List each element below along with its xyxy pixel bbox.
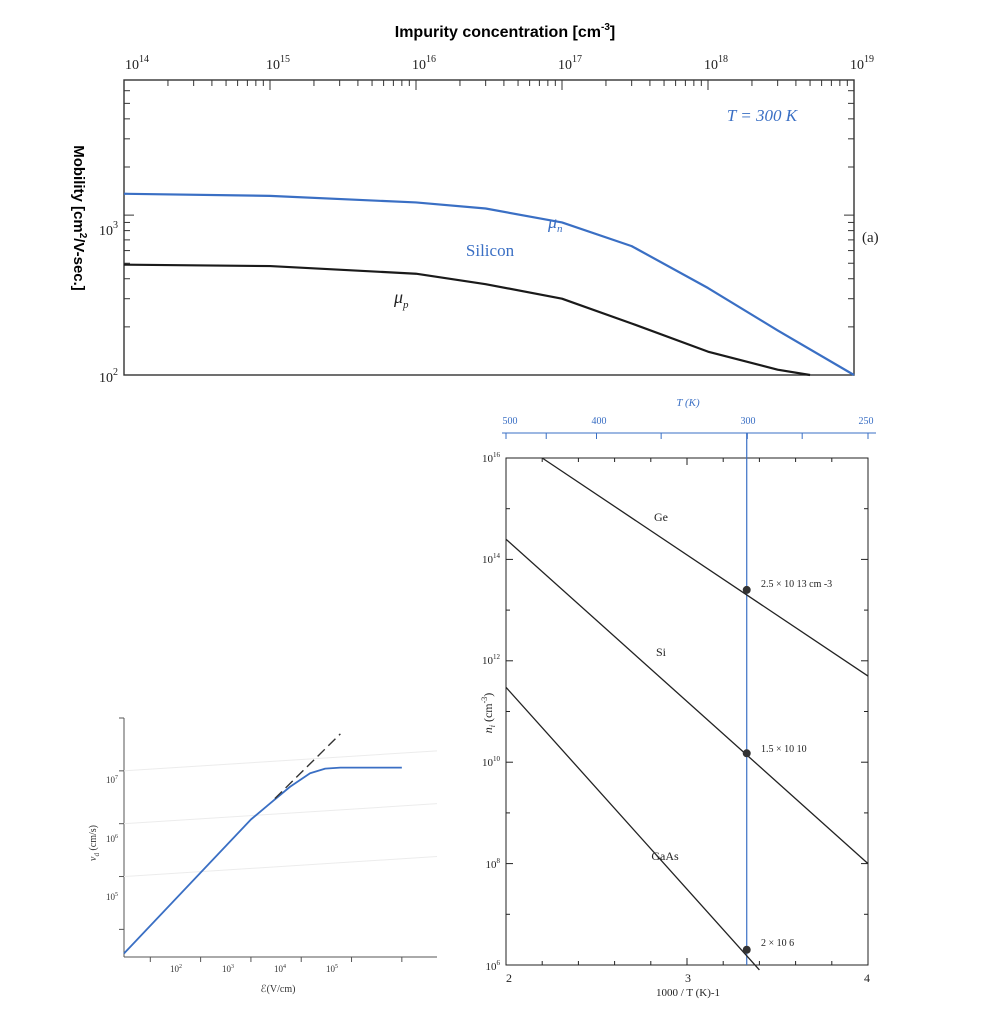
vd-x-tick-1e5: 105 — [326, 964, 338, 974]
mu-n-label: μn — [547, 212, 563, 235]
ni-tick-1e6: 106 — [486, 959, 501, 973]
temp-tick-500: 500 — [503, 416, 518, 427]
mobility-x-tick-labels: 1014 1015 1016 1017 1018 1019 — [125, 54, 874, 73]
ni-x-tick-3: 3 — [685, 971, 691, 985]
mu-p-curve — [123, 263, 811, 377]
vd-faint-grid — [123, 750, 438, 878]
ge-300k-point — [742, 585, 751, 594]
ni-y-axis-title: ni (cm-3) — [480, 693, 497, 734]
vd-grid-line — [123, 750, 438, 772]
vd-tick-1e6: 106 — [106, 834, 118, 844]
mobility-chart: Impurity concentration [cm-3] Mobility [… — [70, 22, 879, 386]
vd-x-tick-1e4: 104 — [274, 964, 286, 974]
ni-x-tick-2: 2 — [506, 971, 512, 985]
mobility-plot-frame — [123, 79, 855, 376]
vd-grid-line — [123, 856, 438, 878]
ni-tick-marks — [505, 457, 869, 966]
temp-tick-300: 300 — [741, 416, 756, 427]
ni-x-tick-4: 4 — [864, 971, 870, 985]
si-300k-point — [742, 749, 751, 758]
vd-x-tick-1e2: 102 — [170, 964, 182, 974]
mu-n-curve — [123, 192, 855, 376]
y-tick-label-1e2: 102 — [99, 367, 118, 386]
x-tick-label-1e18: 1018 — [704, 54, 728, 73]
ni-tick-1e12: 1012 — [482, 653, 501, 667]
vd-x-tick-1e3: 103 — [222, 964, 234, 974]
temperature-tick-labels: 500 400 300 250 — [503, 416, 874, 427]
vd-grid-line — [123, 803, 438, 825]
x-tick-label-1e17: 1017 — [558, 54, 582, 73]
vd-x-axis-title: ℰ(V/cm) — [261, 984, 296, 995]
mobility-tick-marks — [123, 79, 855, 328]
x-tick-label-1e16: 1016 — [412, 54, 436, 73]
vd-y-tick-labels: 107 106 105 — [106, 775, 118, 902]
vd-y-axis-title: vd (cm/s) — [88, 825, 101, 861]
temp-tick-400: 400 — [592, 416, 607, 427]
vd-x-tick-labels: 102 103 104 105 — [170, 964, 338, 974]
ni-x-axis-title: 1000 / T (K)-1 — [656, 987, 720, 999]
mobility-y-axis-title: Mobility [cm2/V-sec.] — [70, 145, 88, 291]
temperature-annotation: T = 300 K — [727, 106, 799, 125]
intrinsic-concentration-chart: T (K) 500 400 300 250 ni (cm-3) 1016 101… — [480, 397, 876, 999]
ni-tick-1e10: 1010 — [482, 755, 501, 769]
gaas-300k-point — [742, 945, 751, 954]
si-line — [505, 538, 869, 865]
gaas-point-label: 2 × 10 6 — [761, 938, 794, 949]
drift-velocity-chart: 107 106 105 102 103 104 105 ℰ(V/cm) vd (… — [88, 717, 438, 995]
vd-tick-1e7: 107 — [106, 775, 118, 785]
y-tick-label-1e3: 103 — [99, 220, 118, 239]
ge-line — [541, 457, 869, 677]
temperature-axis-title: T (K) — [676, 397, 700, 409]
mobility-y-tick-labels: 102 103 — [99, 220, 118, 386]
vd-linear-extrapolation — [274, 733, 341, 799]
si-label: Si — [656, 645, 667, 659]
x-tick-label-1e19: 1019 — [850, 54, 874, 73]
si-point-label: 1.5 × 10 10 — [761, 744, 807, 755]
panel-label: (a) — [862, 230, 879, 246]
ni-series-group — [505, 433, 869, 971]
mobility-series-group — [123, 192, 855, 377]
ni-tick-1e16: 1016 — [482, 451, 501, 465]
mu-p-label: μp — [393, 287, 409, 311]
mobility-x-axis-title: Impurity concentration [cm-3] — [395, 22, 615, 41]
ge-point-label: 2.5 × 10 13 cm -3 — [761, 579, 832, 590]
ni-x-tick-labels: 2 3 4 — [506, 971, 870, 985]
ni-tick-1e8: 108 — [486, 857, 501, 871]
vd-tick-marks — [119, 717, 403, 962]
gaas-label: GaAs — [651, 849, 679, 863]
vd-tick-1e5: 105 — [106, 892, 118, 902]
ni-tick-1e14: 1014 — [482, 552, 501, 566]
gaas-line — [505, 686, 760, 971]
temperature-axis-ticks — [505, 433, 869, 439]
vd-curve — [123, 766, 402, 955]
x-tick-label-1e15: 1015 — [266, 54, 290, 73]
ge-label: Ge — [654, 510, 668, 524]
temp-tick-250: 250 — [859, 416, 874, 427]
material-annotation: Silicon — [466, 241, 515, 260]
x-tick-label-1e14: 1014 — [125, 54, 149, 73]
vd-series-group — [123, 733, 402, 955]
ni-y-tick-labels: 1016 1014 1012 1010 108 106 — [482, 451, 501, 973]
